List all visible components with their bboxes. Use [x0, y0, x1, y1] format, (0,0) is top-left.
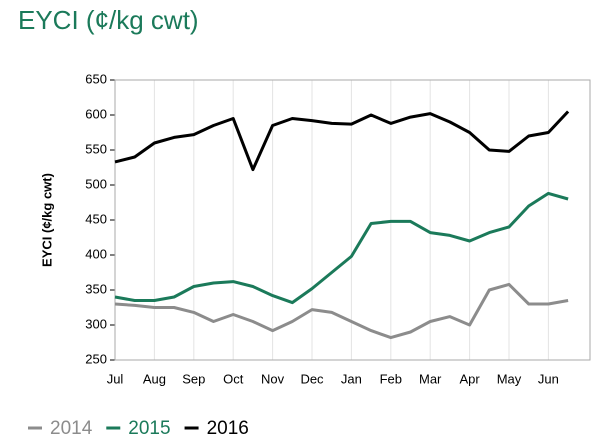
x-tick-label: Sep: [182, 371, 205, 386]
legend-label: 2014: [50, 418, 93, 439]
y-axis-label: EYCI (¢/kg cwt): [39, 173, 54, 267]
y-tick-label: 550: [85, 141, 107, 156]
y-tick-label: 250: [85, 351, 107, 366]
y-tick-label: 350: [85, 281, 107, 296]
line-series: [114, 191, 569, 305]
line-series: [114, 110, 570, 172]
y-tick-label: 650: [85, 71, 107, 86]
x-tick-label: Apr: [459, 371, 480, 386]
legend-label: 2016: [207, 418, 249, 439]
x-tick-label: Nov: [261, 371, 285, 386]
x-tick-label: Jun: [538, 371, 559, 386]
y-tick-label: 600: [85, 106, 107, 121]
y-tick-label: 500: [85, 176, 107, 191]
line-series: [114, 282, 569, 340]
y-tick-label: 300: [85, 316, 107, 331]
y-tick-label: 400: [85, 246, 107, 261]
chart-title: EYCI (¢/kg cwt): [18, 5, 199, 35]
x-tick-label: Feb: [380, 371, 402, 386]
legend-label: 2015: [128, 418, 170, 439]
x-tick-label: Jan: [341, 371, 362, 386]
y-tick-label: 450: [85, 211, 107, 226]
x-tick-label: Aug: [143, 371, 166, 386]
x-tick-label: Oct: [223, 371, 244, 386]
x-tick-label: Mar: [419, 371, 442, 386]
plot-frame: [114, 79, 591, 361]
x-tick-label: May: [497, 371, 522, 386]
x-tick-label: Dec: [300, 371, 324, 386]
x-tick-label: Jul: [107, 371, 124, 386]
